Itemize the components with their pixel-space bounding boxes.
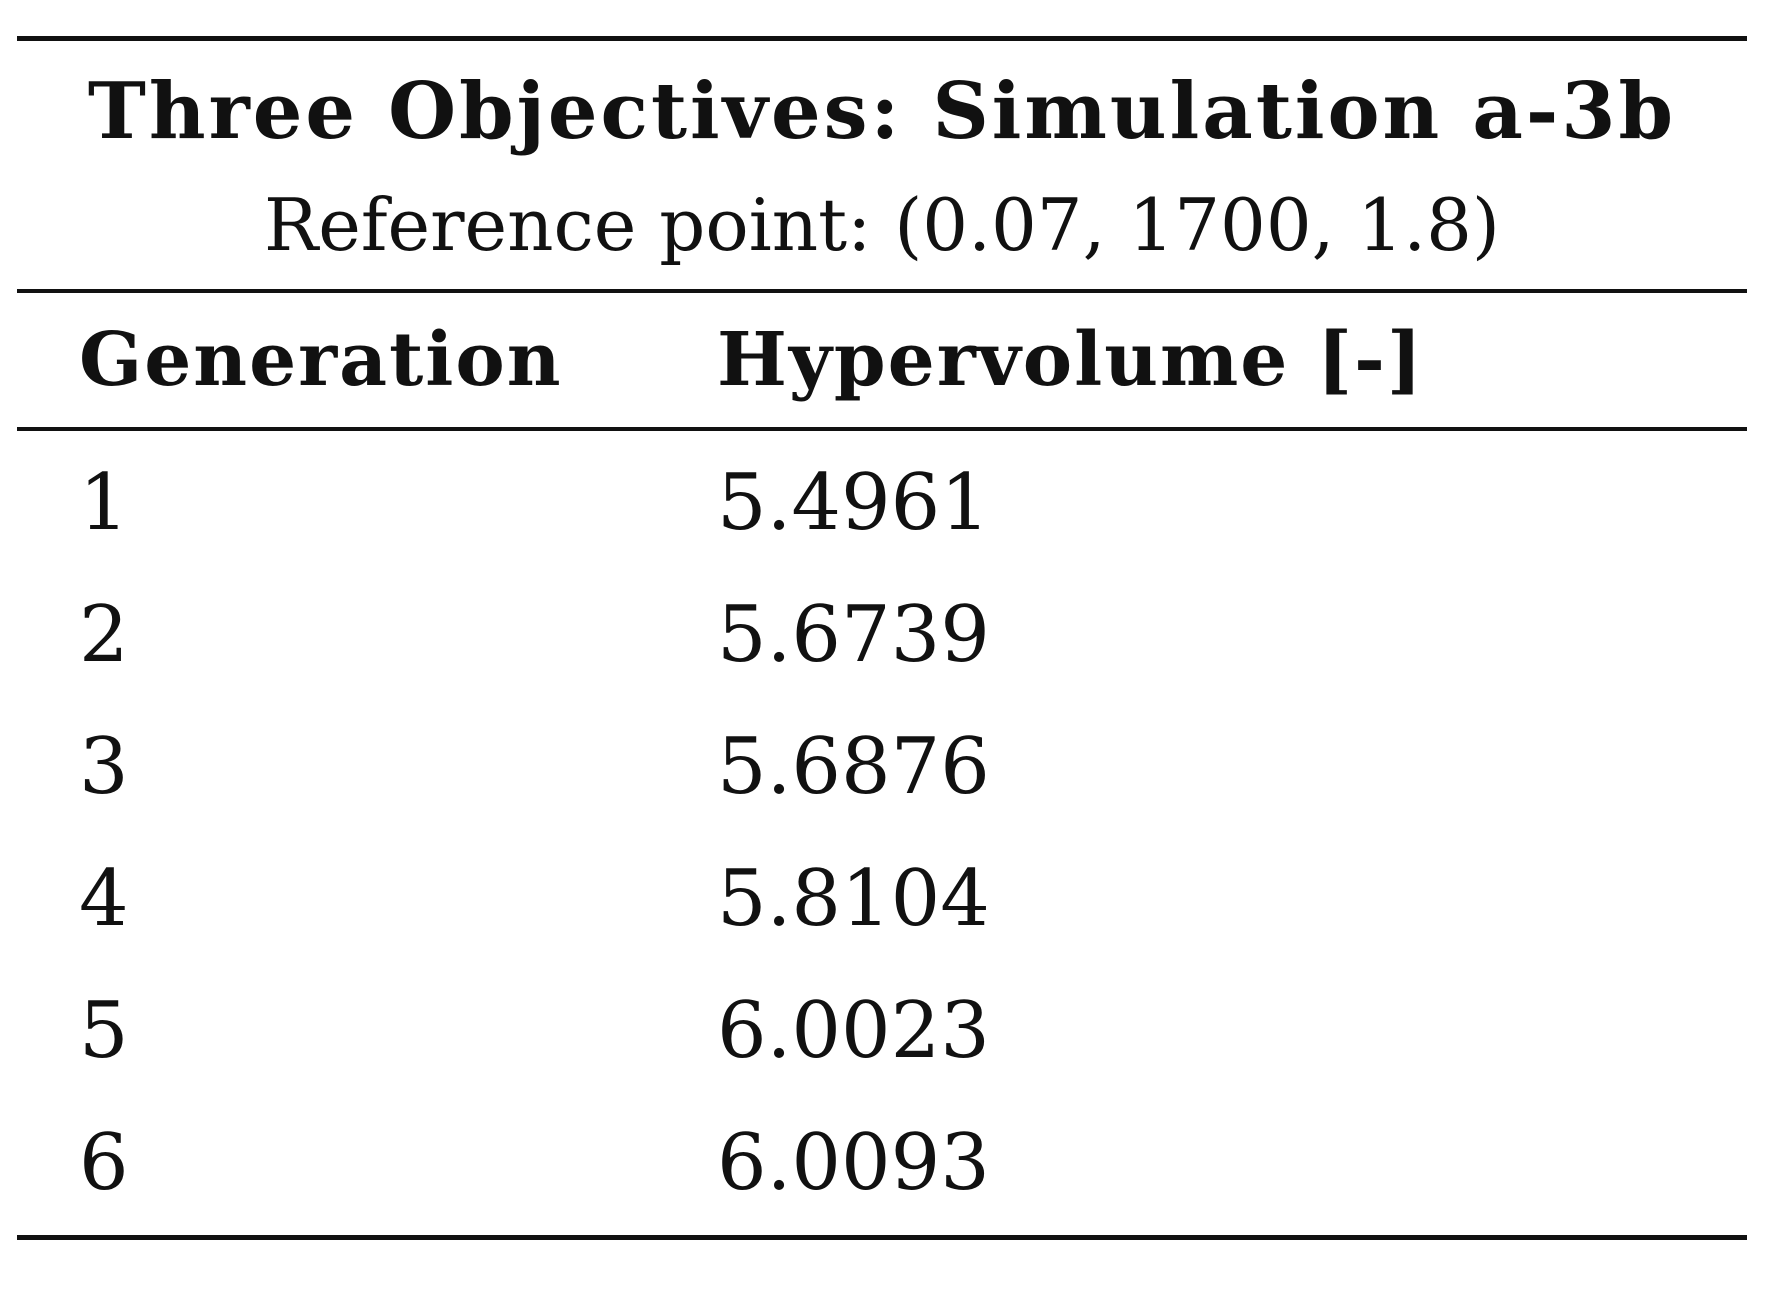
- table-row: 4 5.8104: [17, 833, 1747, 965]
- hypervolume-cell: 5.4961: [717, 458, 990, 548]
- header-top-rule: [17, 289, 1747, 293]
- results-table: Three Objectives: Simulation a-3b Refere…: [17, 36, 1747, 1240]
- hypervolume-cell: 6.0093: [717, 1118, 990, 1208]
- column-header-hypervolume: Hypervolume [-]: [717, 317, 1424, 403]
- generation-cell: 2: [79, 590, 129, 680]
- table-body: 1 5.4961 2 5.6739 3 5.6876 4 5.8104 5 6.…: [17, 431, 1747, 1235]
- top-rule: [17, 36, 1747, 41]
- table-row: 6 6.0093: [17, 1097, 1747, 1229]
- header-bottom-rule: [17, 427, 1747, 431]
- table-row: 3 5.6876: [17, 701, 1747, 833]
- hypervolume-cell: 5.6876: [717, 722, 990, 812]
- bottom-rule: [17, 1235, 1747, 1240]
- table-subtitle: Reference point: (0.07, 1700, 1.8): [264, 183, 1500, 267]
- generation-cell: 5: [79, 986, 129, 1076]
- table-header-row: Generation Hypervolume [-]: [17, 293, 1747, 427]
- generation-cell: 6: [79, 1118, 129, 1208]
- table-title: Three Objectives: Simulation a-3b: [87, 65, 1677, 157]
- generation-cell: 3: [79, 722, 129, 812]
- generation-cell: 4: [79, 854, 129, 944]
- hypervolume-cell: 6.0023: [717, 986, 990, 1076]
- column-header-generation: Generation: [79, 317, 563, 403]
- table-row: 5 6.0023: [17, 965, 1747, 1097]
- generation-cell: 1: [79, 458, 129, 548]
- table-row: 2 5.6739: [17, 569, 1747, 701]
- hypervolume-cell: 5.6739: [717, 590, 990, 680]
- hypervolume-cell: 5.8104: [717, 854, 990, 944]
- table-row: 1 5.4961: [17, 437, 1747, 569]
